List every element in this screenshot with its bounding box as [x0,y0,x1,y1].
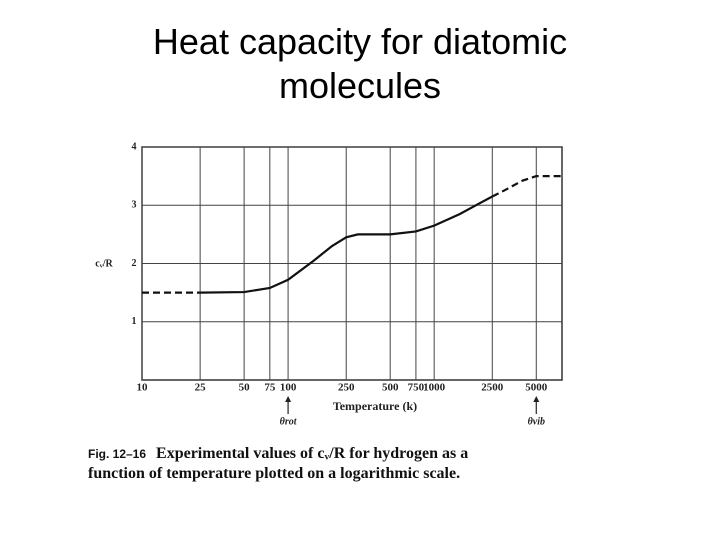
caption: Fig. 12–16 Experimental values of cᵥ/R fo… [88,444,648,484]
x-tick-label: 750 [408,382,425,394]
y-tick-label: 3 [132,200,137,211]
data-line [200,195,493,294]
x-tick-label: 25 [195,382,207,394]
caption-line: Experimental values of cᵥ/R for hydrogen… [156,445,469,462]
x-tick-label: 10 [137,382,149,394]
x-tick-label: 250 [338,382,355,394]
x-tick-label: 100 [280,382,297,394]
y-tick-label: 1 [132,316,137,327]
x-axis-label: Temperature (k) [333,399,417,413]
slide-title: Heat capacity for diatomic molecules [152,21,568,106]
x-tick-label: 2500 [481,382,504,394]
y-tick-label: 2 [132,258,137,269]
annotation-label: θrot [280,416,298,427]
annotation-label: θvib [528,416,545,427]
y-axis-label: cᵥ/R [95,258,113,269]
chart: cᵥ/R Temperature (k) 10 25 50 75 100 250 500 75… [95,141,563,427]
y-tick-label: 4 [132,141,137,152]
annotation-arrowhead [285,396,292,402]
x-tick-label: 500 [382,382,399,394]
x-tick-label: 50 [239,382,251,394]
caption-line: function of temperature plotted on a log… [88,465,461,482]
x-tick-label: 5000 [525,382,548,394]
data-line [142,175,562,294]
x-tick-label: 1000 [423,382,446,394]
annotation-arrowhead [533,396,540,402]
x-tick-label: 75 [264,382,276,394]
caption-label: Fig. 12–16 [88,447,147,461]
